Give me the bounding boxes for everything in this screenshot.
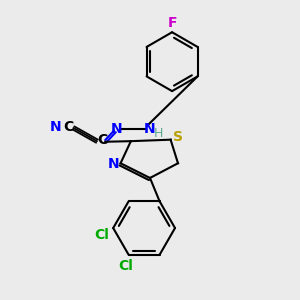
Text: S: S bbox=[173, 130, 183, 144]
Text: N: N bbox=[144, 122, 156, 136]
Text: N: N bbox=[111, 122, 123, 136]
Text: F: F bbox=[167, 16, 177, 30]
Text: Cl: Cl bbox=[94, 228, 110, 242]
Text: C: C bbox=[97, 133, 107, 147]
Text: Cl: Cl bbox=[118, 259, 133, 273]
Text: N: N bbox=[50, 120, 61, 134]
Text: C: C bbox=[63, 120, 74, 134]
Text: N: N bbox=[107, 157, 119, 171]
Text: H: H bbox=[154, 127, 163, 140]
